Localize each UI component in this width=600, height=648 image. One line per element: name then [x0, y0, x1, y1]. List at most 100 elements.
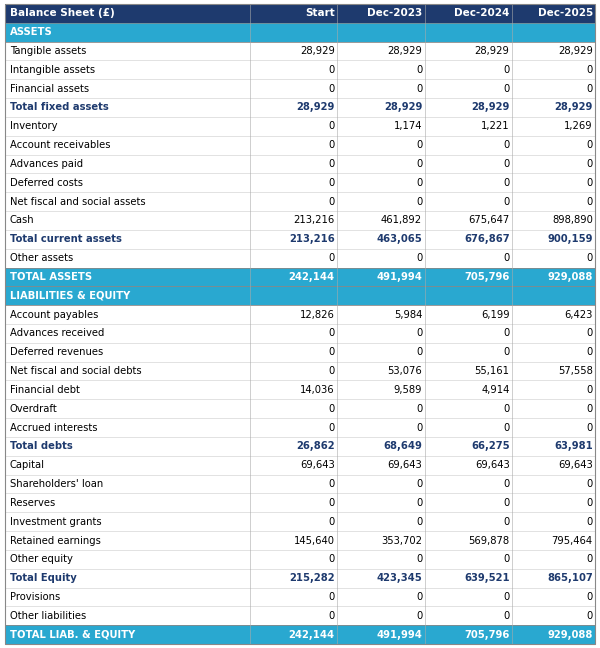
Bar [250, 380, 337, 399]
Text: 0: 0 [587, 347, 593, 357]
Bar [250, 607, 337, 625]
Text: 0: 0 [587, 592, 593, 602]
Bar [5, 211, 250, 230]
Bar [425, 174, 512, 192]
Text: 0: 0 [416, 329, 422, 338]
Bar [512, 625, 595, 644]
Bar [512, 174, 595, 192]
Bar [512, 211, 595, 230]
Text: 463,065: 463,065 [376, 235, 422, 244]
Bar [250, 79, 337, 98]
Text: 0: 0 [416, 159, 422, 169]
Bar [5, 117, 250, 135]
Bar [250, 268, 337, 286]
Text: Tangible assets: Tangible assets [10, 46, 86, 56]
Bar [512, 230, 595, 249]
Bar [512, 117, 595, 135]
Text: 242,144: 242,144 [289, 272, 335, 282]
Bar [250, 60, 337, 79]
Bar [337, 380, 425, 399]
Bar [5, 550, 250, 569]
Text: 0: 0 [503, 498, 509, 508]
Text: Capital: Capital [10, 460, 44, 470]
Text: 0: 0 [503, 422, 509, 433]
Text: 0: 0 [416, 65, 422, 75]
Text: 6,199: 6,199 [481, 310, 509, 319]
Bar [250, 437, 337, 456]
Bar [337, 531, 425, 550]
Text: 0: 0 [587, 329, 593, 338]
Bar [5, 230, 250, 249]
Text: 0: 0 [416, 404, 422, 413]
Bar [425, 380, 512, 399]
Bar [512, 550, 595, 569]
Bar [5, 418, 250, 437]
Bar [250, 588, 337, 607]
Bar [425, 211, 512, 230]
Text: 5,984: 5,984 [394, 310, 422, 319]
Text: 0: 0 [416, 592, 422, 602]
Text: Other equity: Other equity [10, 555, 73, 564]
Bar [425, 230, 512, 249]
Text: 0: 0 [416, 196, 422, 207]
Text: 0: 0 [503, 178, 509, 188]
Bar [250, 154, 337, 174]
Bar [425, 456, 512, 474]
Bar [5, 41, 250, 60]
Bar [512, 60, 595, 79]
Text: 0: 0 [329, 422, 335, 433]
Text: 0: 0 [416, 140, 422, 150]
Bar [250, 286, 337, 305]
Text: Account payables: Account payables [10, 310, 98, 319]
Text: 569,878: 569,878 [469, 535, 509, 546]
Bar [512, 23, 595, 41]
Text: 0: 0 [329, 611, 335, 621]
Text: 929,088: 929,088 [547, 630, 593, 640]
Bar [425, 41, 512, 60]
Bar [512, 286, 595, 305]
Bar [337, 268, 425, 286]
Text: 145,640: 145,640 [294, 535, 335, 546]
Text: 898,890: 898,890 [552, 215, 593, 226]
Bar [425, 268, 512, 286]
Bar [250, 569, 337, 588]
Bar [425, 60, 512, 79]
Bar [425, 324, 512, 343]
Bar [337, 456, 425, 474]
Bar [425, 135, 512, 154]
Bar [250, 41, 337, 60]
Text: 423,345: 423,345 [376, 573, 422, 583]
Bar [425, 305, 512, 324]
Text: 14,036: 14,036 [300, 385, 335, 395]
Bar [512, 588, 595, 607]
Text: 69,643: 69,643 [388, 460, 422, 470]
Bar [5, 60, 250, 79]
Text: Other assets: Other assets [10, 253, 73, 263]
Bar [250, 23, 337, 41]
Bar [5, 154, 250, 174]
Text: 900,159: 900,159 [547, 235, 593, 244]
Bar [425, 98, 512, 117]
Text: Accrued interests: Accrued interests [10, 422, 97, 433]
Bar [337, 569, 425, 588]
Bar [425, 607, 512, 625]
Text: 0: 0 [329, 159, 335, 169]
Text: 57,558: 57,558 [558, 366, 593, 376]
Bar [250, 531, 337, 550]
Bar [512, 154, 595, 174]
Text: 28,929: 28,929 [475, 46, 509, 56]
Bar [337, 98, 425, 117]
Text: 6,423: 6,423 [565, 310, 593, 319]
Text: 69,643: 69,643 [300, 460, 335, 470]
Bar [512, 324, 595, 343]
Bar [337, 154, 425, 174]
Text: 0: 0 [587, 611, 593, 621]
Bar [250, 362, 337, 380]
Text: 28,929: 28,929 [558, 46, 593, 56]
Text: 0: 0 [587, 140, 593, 150]
Text: 0: 0 [329, 196, 335, 207]
Bar [5, 607, 250, 625]
Text: 0: 0 [503, 479, 509, 489]
Text: Total debts: Total debts [10, 441, 73, 452]
Text: 26,862: 26,862 [296, 441, 335, 452]
